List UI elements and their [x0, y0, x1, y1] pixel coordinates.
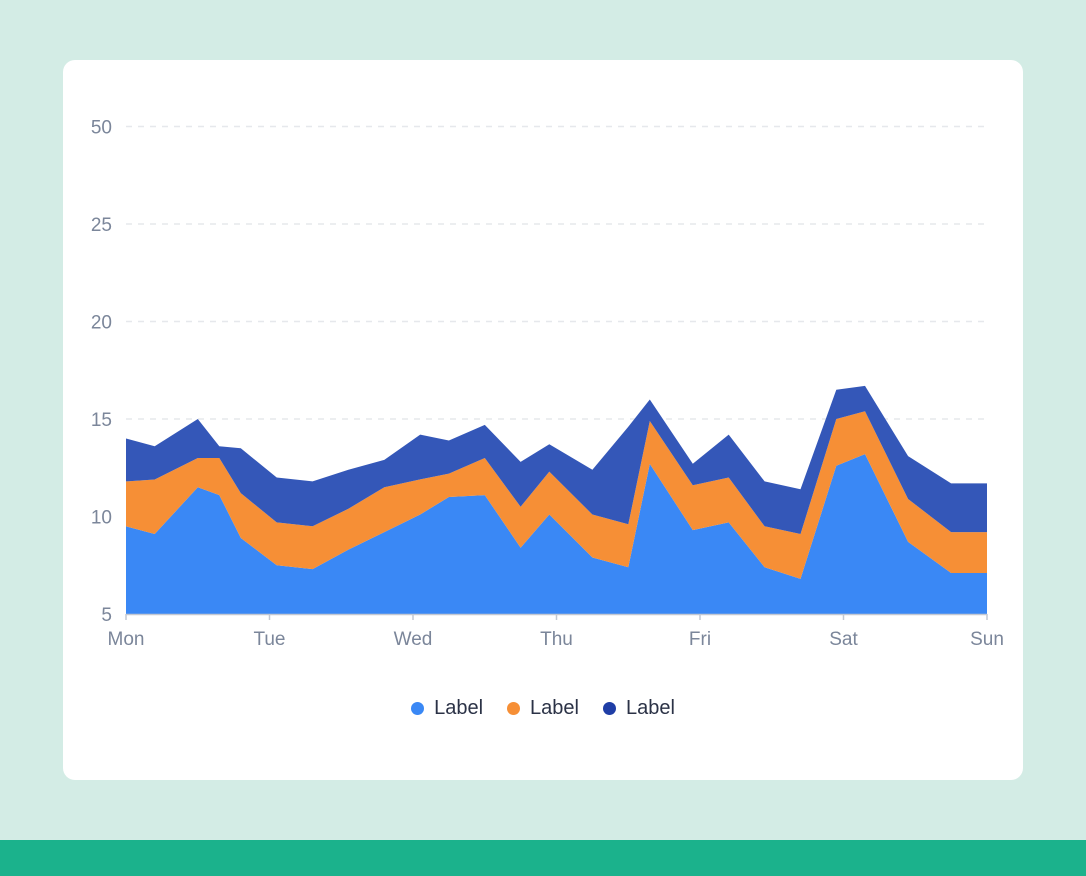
- chart-legend: Label Label Label: [0, 697, 1086, 720]
- area-series-3: [126, 385, 987, 534]
- x-tick-label: Fri: [689, 629, 711, 650]
- y-tick-label: 5: [101, 605, 112, 626]
- legend-label: Label: [434, 697, 484, 719]
- axes: 5 10 15 20 25 50 Mon Tue Wed Thu Fri Sat Sun: [91, 118, 1004, 651]
- y-tick-label: 25: [91, 215, 112, 236]
- legend-label: Label: [625, 697, 675, 719]
- legend-dot-icon: [411, 702, 425, 715]
- x-tick-label: Thu: [540, 629, 573, 650]
- area-series-2: [126, 411, 987, 579]
- x-tick-label: Mon: [108, 629, 145, 650]
- x-tick-label: Tue: [253, 629, 285, 650]
- x-tick-label: Sun: [970, 629, 1004, 650]
- area-series-1: [126, 454, 987, 614]
- legend-label: Label: [530, 697, 579, 719]
- area-series: [126, 385, 987, 614]
- legend-item-3[interactable]: Label: [602, 697, 675, 720]
- legend-item-1[interactable]: Label: [411, 697, 483, 720]
- legend-item-2[interactable]: Label: [507, 697, 579, 720]
- footer-bar: [0, 840, 1086, 876]
- x-tick-label: Sat: [829, 629, 858, 650]
- y-tick-label: 20: [91, 313, 112, 334]
- legend-dot-icon: [507, 702, 521, 715]
- y-tick-label: 15: [91, 410, 112, 431]
- y-tick-label: 50: [91, 118, 112, 139]
- legend-dot-icon: [602, 702, 616, 715]
- x-tick-label: Wed: [394, 629, 433, 650]
- y-tick-label: 10: [91, 508, 112, 529]
